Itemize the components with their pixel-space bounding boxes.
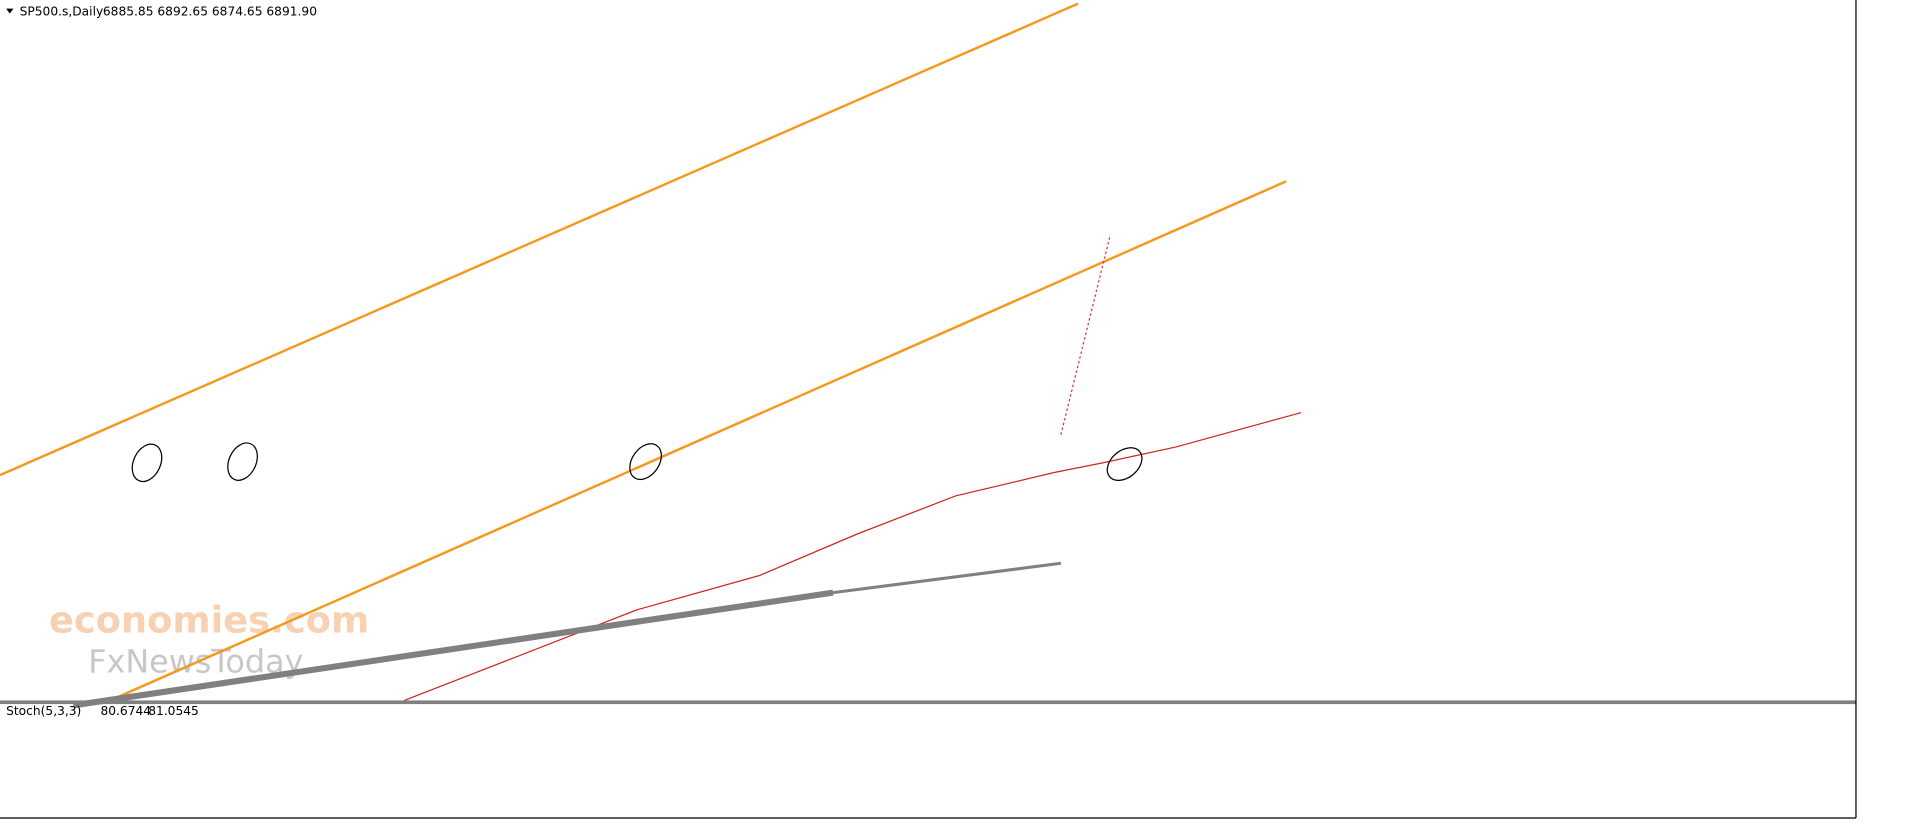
trendline <box>73 589 834 709</box>
watermark: economies.com <box>49 599 369 642</box>
ellipse <box>1106 447 1143 481</box>
stoch-value: 81.0545 <box>148 704 199 718</box>
channel-upper <box>0 2 1079 477</box>
ellipse <box>227 442 258 481</box>
channel-lower <box>109 180 1287 702</box>
menu-icon[interactable] <box>6 8 14 14</box>
drawings: economies.com FxNewsToday <box>0 2 1302 709</box>
trendline <box>832 561 1062 595</box>
stoch-title: Stoch(5,3,3) <box>6 704 81 718</box>
ellipse <box>131 443 163 483</box>
symbol-title: SP500.s,Daily <box>20 5 104 19</box>
stoch-value: 80.6744 <box>100 704 151 718</box>
ellipse <box>629 443 662 481</box>
panel-separator <box>0 700 1856 705</box>
labels: SP500.s,Daily 6885.85 6892.65 6874.65 68… <box>0 0 1857 819</box>
ohlc-text: 6885.85 6892.65 6874.65 6891.90 <box>103 5 317 19</box>
